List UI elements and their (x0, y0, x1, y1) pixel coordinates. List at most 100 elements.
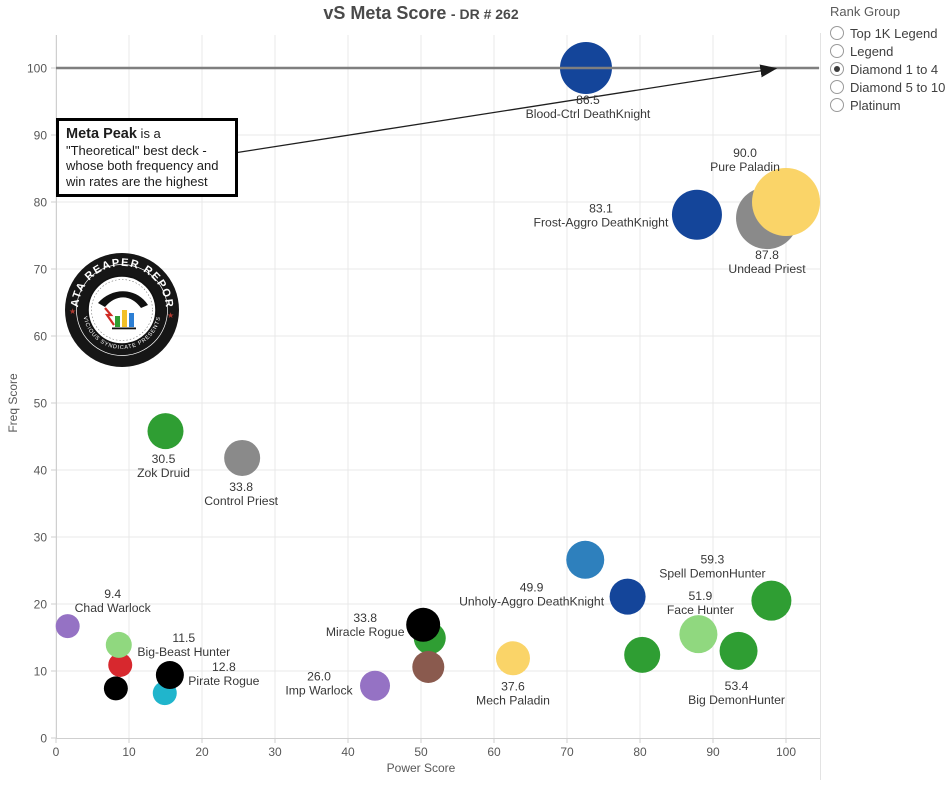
bubble-deck-label: Miracle Rogue (326, 625, 405, 639)
bubble-unholy-aggro-deathknight[interactable] (609, 578, 646, 615)
x-tick-label: 0 (53, 745, 60, 759)
bubble-miracle-rogue[interactable] (406, 607, 441, 642)
x-tick-label: 80 (633, 745, 647, 759)
bubble-score-label: 11.5 (172, 631, 195, 645)
bubble-score-label: 59.3 (701, 553, 725, 567)
bubble-frost-aggro-deathknight[interactable] (671, 189, 722, 240)
y-tick-label: 60 (34, 330, 48, 344)
radio-option-label: Top 1K Legend (850, 25, 938, 41)
bubble-deck-label: Blood-Ctrl DeathKnight (526, 107, 651, 121)
bubble-deck-label: Big DemonHunter (688, 693, 785, 707)
bubble-score-label: 33.8 (353, 611, 377, 625)
x-tick-label: 70 (560, 745, 574, 759)
bubble-face-hunter[interactable] (679, 615, 718, 654)
radio-option-top-1k-legend[interactable]: Top 1K Legend (830, 24, 948, 42)
y-tick-label: 50 (34, 397, 48, 411)
radio-unselected-icon[interactable] (830, 80, 844, 94)
bubble-score-label: 12.8 (212, 660, 236, 674)
axes: 0 10 20 30 40 50 60 70 80 90 100 0 10 20 30 40 50 60 70 80 9… (27, 33, 821, 780)
bubble-score-label: 90.0 (733, 146, 757, 160)
bubble-score-label: 86.5 (576, 93, 600, 107)
meta-peak-arrow (233, 64, 778, 154)
x-tick-label: 50 (414, 745, 428, 759)
y-tick-label: 90 (34, 129, 48, 143)
radio-selected-icon[interactable] (830, 62, 844, 76)
logo-star-left: ★ (69, 307, 76, 316)
meta-peak-line: win rates are the highest (66, 173, 208, 189)
bubble-deck-label: Frost-Aggro DeathKnight (534, 216, 669, 230)
radio-option-legend[interactable]: Legend (830, 42, 948, 60)
bubble-score-label: 30.5 (152, 452, 176, 466)
bubble-score-label: 83.1 (589, 202, 613, 216)
meta-peak-annotation: Meta Peak is a "Theoretical" best deck -… (56, 118, 238, 197)
bubble-pure-paladin[interactable] (752, 168, 820, 236)
meta-peak-text: is a (136, 126, 161, 141)
bubble-deck-label: Unholy-Aggro DeathKnight (459, 595, 605, 609)
chart-title: vS Meta Score - DR # 262 (0, 3, 842, 24)
gridlines (55, 35, 820, 738)
radio-option-platinum[interactable]: Platinum (830, 96, 948, 114)
bubble-score-label: 87.8 (755, 248, 779, 262)
radio-unselected-icon[interactable] (830, 44, 844, 58)
data-reaper-report-logo: DATA REAPER REPORT VICIOUS SYNDICATE PRE… (65, 253, 179, 367)
meta-peak-line: "Theoretical" best deck - (66, 142, 207, 158)
y-axis-title: Freq Score (6, 373, 20, 433)
y-tick-label: 40 (34, 464, 48, 478)
bubble-pirate-rogue[interactable] (155, 661, 184, 690)
bubble-deck-label: Mech Paladin (476, 693, 550, 707)
bubble-deck-label: Imp Warlock (285, 684, 353, 698)
x-tick-label: 30 (268, 745, 282, 759)
bubble-score-label: 49.9 (520, 581, 544, 595)
bubble-unlabeled-lightblue[interactable] (566, 540, 605, 579)
meta-peak-title: Meta Peak (66, 126, 137, 142)
bubble-deck-label: Control Priest (204, 494, 278, 508)
y-tick-label: 70 (34, 263, 48, 277)
chart-title-suffix: - DR # 262 (450, 6, 519, 22)
bubble-score-label: 33.8 (229, 480, 253, 494)
bubble-imp-warlock[interactable] (360, 670, 391, 701)
radio-option-label: Platinum (850, 97, 901, 113)
logo-star-right: ★ (167, 311, 174, 320)
bubble-score-label: 51.9 (689, 589, 713, 603)
bubble-mech-paladin[interactable] (495, 641, 530, 676)
radio-option-diamond-5-to-10[interactable]: Diamond 5 to 10 (830, 78, 948, 96)
x-tick-label: 100 (776, 745, 796, 759)
y-tick-label: 30 (34, 531, 48, 545)
y-tick-label: 0 (40, 732, 47, 746)
x-tick-label: 10 (122, 745, 136, 759)
bubble-control-priest[interactable] (224, 439, 261, 476)
bubble-big-demonhunter[interactable] (719, 631, 758, 670)
radio-unselected-icon[interactable] (830, 98, 844, 112)
radio-option-label: Diamond 5 to 10 (850, 79, 946, 95)
y-tick-label: 20 (34, 598, 48, 612)
bubble-zok-druid[interactable] (147, 413, 184, 450)
bubble-deck-label: Face Hunter (667, 603, 734, 617)
bubble-score-label: 37.6 (501, 679, 525, 693)
bubble-deck-label: Big-Beast Hunter (137, 645, 230, 659)
rank-group-title: Rank Group (830, 4, 901, 19)
bubble-chad-warlock[interactable] (55, 614, 80, 639)
bubble-score-label: 9.4 (104, 587, 121, 601)
bubble-deck-label: Undead Priest (728, 262, 806, 276)
bubble-unlabeled-red[interactable] (108, 652, 133, 677)
bubble-score-label: 26.0 (307, 670, 331, 684)
x-tick-label: 90 (706, 745, 720, 759)
radio-option-diamond-1-to-4[interactable]: Diamond 1 to 4 (830, 60, 948, 78)
bubble-deck-label: Zok Druid (137, 466, 190, 480)
logo-bar-chart-emblem (98, 291, 148, 330)
bubble-deck-label: Pirate Rogue (188, 674, 259, 688)
x-axis-title: Power Score (387, 761, 456, 775)
x-tick-label: 60 (487, 745, 501, 759)
radio-unselected-icon[interactable] (830, 26, 844, 40)
bubble-big-beast-hunter[interactable] (105, 631, 132, 658)
bubble-unlabeled-green[interactable] (624, 636, 661, 673)
bubble-unlabeled-brown[interactable] (412, 650, 445, 683)
radio-option-label: Legend (850, 43, 894, 59)
x-tick-label: 40 (341, 745, 355, 759)
x-tick-label: 20 (195, 745, 209, 759)
bubble-unlabeled-black[interactable] (103, 676, 128, 701)
bubble-spell-demonhunter[interactable] (751, 580, 792, 621)
